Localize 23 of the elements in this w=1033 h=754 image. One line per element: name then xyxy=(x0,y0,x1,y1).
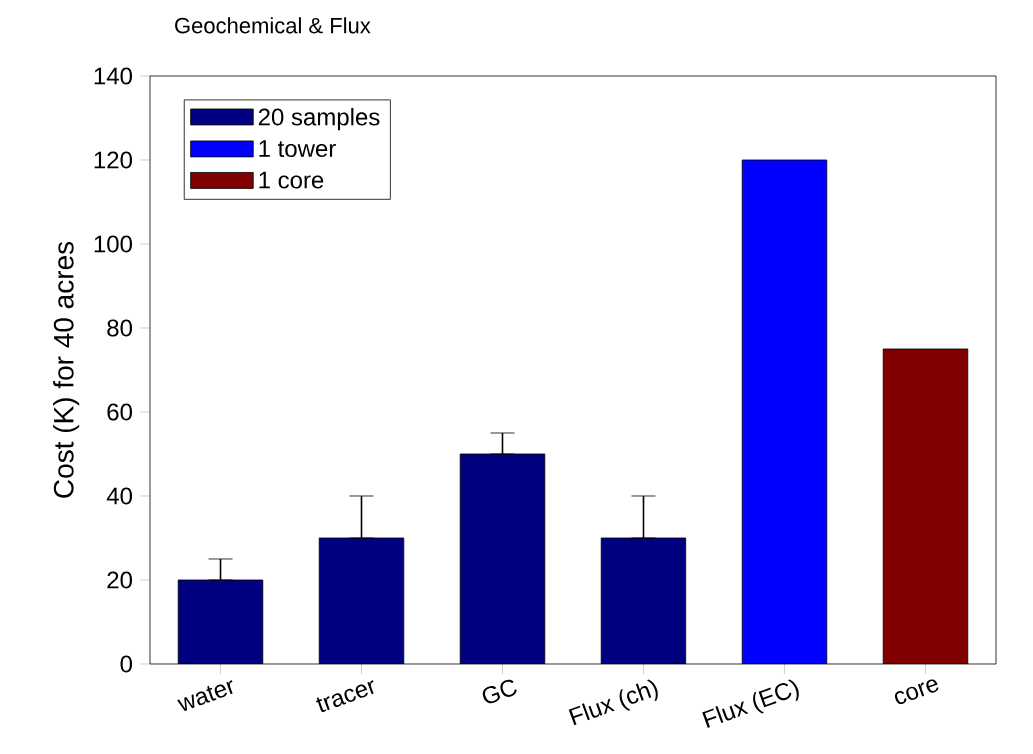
x-tick-label: Flux (EC) xyxy=(702,679,799,728)
x-tick-label: tracer xyxy=(315,680,374,713)
bar xyxy=(318,537,405,664)
x-tick-label: GC xyxy=(482,679,517,704)
chart-title: Geochemical & Flux xyxy=(175,17,371,34)
legend-label: 1 core xyxy=(259,171,324,189)
y-tick-label: 100 xyxy=(94,235,133,253)
x-tick-label: Flux (ch) xyxy=(568,679,658,726)
x-tick-label: water xyxy=(177,680,233,712)
y-tick-label: 120 xyxy=(94,151,133,169)
bar xyxy=(600,537,687,664)
bar xyxy=(177,579,264,664)
legend-label: 1 tower xyxy=(259,140,336,158)
y-tick-label: 0 xyxy=(120,655,133,673)
y-tick-label: 80 xyxy=(107,319,133,337)
y-tick-label: 140 xyxy=(94,67,133,85)
bar xyxy=(459,453,546,664)
y-tick-label: 60 xyxy=(107,403,133,421)
legend-label: 20 samples xyxy=(258,107,380,131)
y-tick-label: 20 xyxy=(107,571,133,589)
y-tick-label: 40 xyxy=(106,487,133,505)
x-tick-label: core xyxy=(894,679,939,705)
y-axis-title: Cost (K) for 40 acres xyxy=(53,241,80,498)
